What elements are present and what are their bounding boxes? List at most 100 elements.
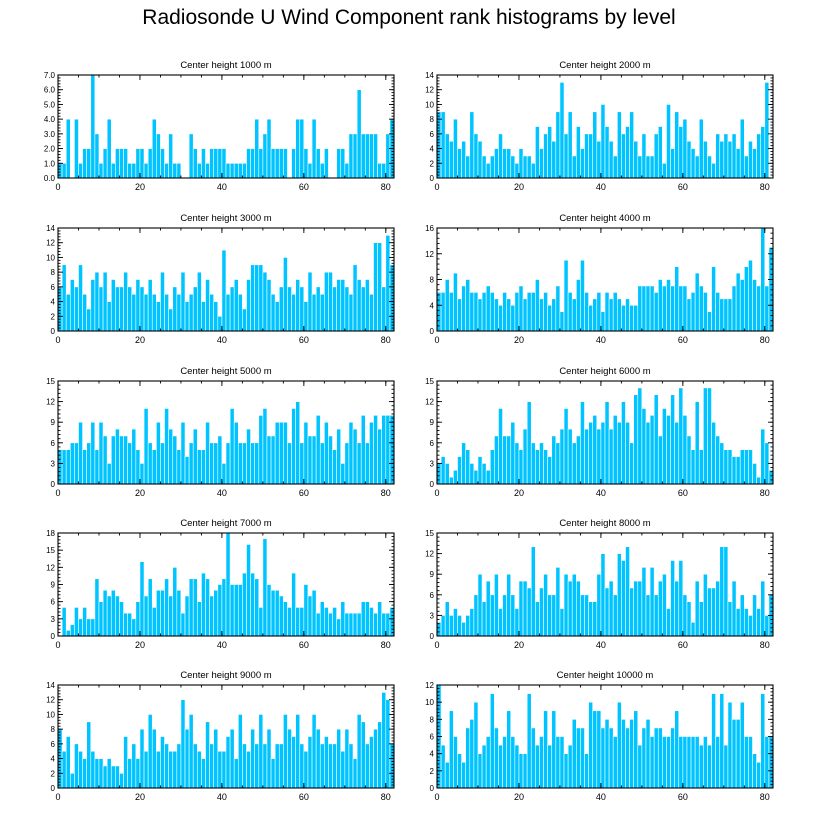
histogram-bar [563, 753, 569, 789]
histogram-bar [197, 271, 202, 332]
histogram-bar [485, 736, 491, 789]
histogram-bar [184, 595, 190, 637]
histogram-bar [768, 469, 774, 485]
y-tick-label: 0 [430, 632, 435, 641]
histogram-bar [266, 279, 272, 332]
histogram-bar [131, 428, 137, 485]
histogram-bar [254, 264, 260, 332]
histogram-bar [489, 292, 495, 332]
histogram-bar [567, 744, 573, 789]
x-tick-label: 40 [596, 792, 606, 802]
histogram-bar [74, 286, 79, 332]
y-tick-label: 0 [51, 784, 56, 793]
histogram-bar [192, 743, 198, 789]
histogram-bar [209, 442, 215, 485]
histogram-bar [469, 463, 475, 485]
histogram-bar [115, 428, 120, 485]
histogram-bar [266, 584, 272, 637]
histogram-bar [588, 601, 594, 637]
histogram-bar [135, 279, 141, 332]
y-tick-label: 14 [425, 71, 434, 80]
histogram-bar [266, 118, 272, 179]
histogram-bar [180, 271, 186, 332]
histogram-bar [262, 408, 268, 485]
y-tick-label: 12 [425, 398, 434, 407]
histogram-bar [662, 285, 667, 332]
histogram-bar [690, 621, 696, 637]
histogram-bar [151, 607, 157, 637]
histogram-bar [592, 111, 598, 179]
histogram-bar [580, 594, 585, 637]
histogram-bar [307, 271, 313, 332]
histogram-bar [344, 286, 350, 332]
histogram-bar [369, 293, 374, 332]
histogram-bar [551, 140, 557, 179]
y-tick-label: 14 [46, 681, 55, 690]
histogram-bar [90, 421, 96, 485]
histogram-bar [526, 155, 532, 179]
histogram-bar [258, 607, 264, 637]
histogram-bar [115, 765, 120, 789]
histogram-bar [168, 750, 174, 789]
histogram-bar [237, 293, 243, 332]
histogram-bar [555, 285, 561, 332]
histogram-bar [690, 292, 696, 332]
x-tick-label: 80 [381, 182, 391, 192]
histogram-bar [580, 148, 585, 179]
histogram-bar [106, 758, 112, 789]
histogram-bar [633, 394, 639, 485]
x-tick-label: 40 [217, 488, 227, 498]
histogram-bar [522, 580, 528, 637]
histogram-bar [588, 304, 594, 332]
histogram-bar [571, 442, 577, 485]
histogram-bar [707, 155, 712, 179]
histogram-bar [201, 758, 206, 789]
histogram-bar [731, 719, 737, 789]
histogram-bar [147, 148, 153, 179]
histogram-bar [119, 286, 124, 332]
y-tick-label: 4 [51, 755, 56, 764]
histogram-bar [184, 301, 190, 332]
y-tick-label: 4 [51, 298, 56, 307]
y-tick-label: 2.0 [44, 145, 56, 154]
histogram-bar [201, 301, 206, 332]
y-tick-label: 15 [46, 377, 55, 386]
histogram-bar [270, 758, 276, 789]
histogram-bar [139, 148, 145, 179]
histogram-bar [436, 621, 442, 637]
histogram-bar [315, 728, 321, 789]
histogram-bar [340, 148, 346, 179]
histogram-bar [686, 736, 692, 789]
histogram-bar [295, 279, 301, 332]
histogram-panel-10: Center height 10000 m 0 2 4 6 8 10 12 0 20 40 60 80 [425, 670, 774, 802]
histogram-bar [151, 293, 157, 332]
histogram-bar [131, 162, 137, 179]
histogram-bar [74, 118, 79, 179]
histogram-bar [703, 292, 708, 332]
x-tick-label: 20 [135, 182, 145, 192]
histogram-bar [727, 449, 733, 485]
histogram-bar [756, 608, 762, 637]
histogram-bar [123, 435, 128, 485]
histogram-bar [352, 612, 358, 637]
histogram-bar [164, 743, 169, 789]
x-tick-label: 60 [678, 488, 688, 498]
histogram-bar [674, 266, 680, 332]
histogram-bar [580, 727, 585, 789]
histogram-bar [506, 573, 512, 637]
histogram-bar [608, 580, 614, 637]
histogram-bar [694, 401, 700, 485]
histogram-bar [102, 589, 108, 637]
histogram-bar [744, 608, 749, 637]
y-tick-label: 9 [51, 581, 56, 590]
histogram-bar [291, 572, 296, 637]
histogram-bar [567, 292, 573, 332]
histogram-bar [756, 476, 762, 485]
histogram-bar [530, 292, 536, 332]
histogram-bar [82, 148, 87, 179]
histogram-bar [461, 285, 466, 332]
histogram-bar [600, 104, 606, 179]
histogram-bar [682, 285, 688, 332]
histogram-bar [489, 693, 495, 789]
histogram-bar [612, 292, 618, 332]
